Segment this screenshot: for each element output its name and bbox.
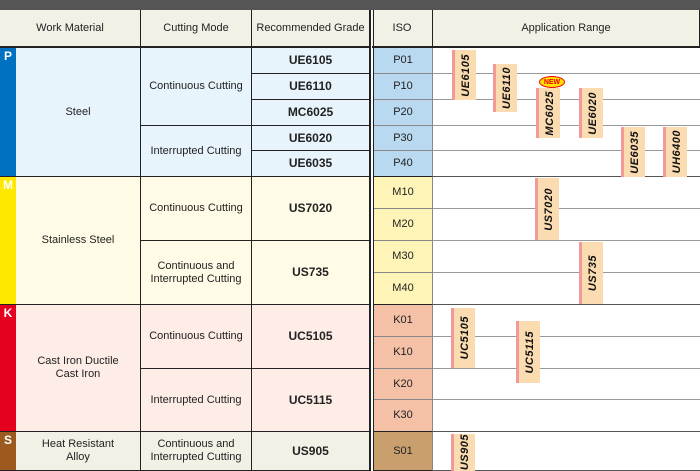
- iso-group-S: S: [0, 432, 16, 471]
- recommended-grade[interactable]: US735: [252, 241, 370, 305]
- iso-code: S01: [374, 432, 433, 471]
- cutting-mode: Interrupted Cutting: [141, 369, 252, 432]
- header-iso: ISO: [372, 10, 433, 48]
- application-range-marker-us735[interactable]: US735: [582, 242, 603, 304]
- iso-code: M40: [374, 273, 433, 305]
- grade-label: UH6400: [670, 130, 683, 174]
- title-bar: [0, 0, 700, 10]
- cutting-mode: Continuous and Interrupted Cutting: [141, 432, 252, 471]
- grade-label: UE6020: [586, 91, 599, 135]
- range-gridline: [433, 208, 700, 209]
- range-gridline: [433, 336, 700, 337]
- work-material: Cast Iron Ductile Cast Iron: [16, 305, 141, 432]
- grade-label: US905: [458, 434, 471, 471]
- iso-code: K30: [374, 400, 433, 432]
- recommended-grade[interactable]: MC6025: [252, 100, 370, 126]
- recommended-grade[interactable]: UC5115: [252, 369, 370, 432]
- cutting-mode: Continuous Cutting: [141, 177, 252, 241]
- grade-label: UE6110: [500, 67, 513, 109]
- range-gridline: [433, 272, 700, 273]
- recommended-grade[interactable]: US7020: [252, 177, 370, 241]
- recommended-grade[interactable]: UC5105: [252, 305, 370, 369]
- range-gridline: [433, 73, 700, 74]
- iso-code: P20: [374, 100, 433, 126]
- header-recommended-grade: Recommended Grade: [252, 10, 370, 48]
- application-range-marker-us7020[interactable]: US7020: [538, 178, 559, 240]
- range-gridline: [433, 399, 700, 400]
- work-material: Heat Resistant Alloy: [16, 432, 141, 471]
- grade-label: UE6035: [628, 130, 641, 174]
- range-gridline: [433, 304, 700, 305]
- cutting-mode: Interrupted Cutting: [141, 126, 252, 177]
- cutting-mode: Continuous and Interrupted Cutting: [141, 241, 252, 305]
- work-material: Steel: [16, 48, 141, 177]
- iso-code: P10: [374, 74, 433, 100]
- new-badge: NEW: [539, 76, 565, 88]
- iso-code: M30: [374, 241, 433, 273]
- grade-label: MC6025: [543, 90, 556, 136]
- iso-group-K: K: [0, 305, 16, 432]
- cutting-mode: Continuous Cutting: [141, 305, 252, 369]
- application-range-marker-ue6110[interactable]: UE6110: [496, 64, 517, 112]
- iso-code: K20: [374, 369, 433, 400]
- recommended-grade[interactable]: UE6020: [252, 126, 370, 151]
- grade-label: US7020: [542, 187, 555, 231]
- range-gridline: [433, 368, 700, 369]
- header-cutting-mode: Cutting Mode: [141, 10, 252, 48]
- application-range-marker-ue6020[interactable]: UE6020: [582, 88, 603, 138]
- iso-group-M: M: [0, 177, 16, 305]
- recommended-grade[interactable]: UE6110: [252, 74, 370, 100]
- application-range-marker-us905[interactable]: US905: [454, 434, 475, 471]
- column-divider: [370, 10, 374, 471]
- iso-code: K10: [374, 337, 433, 369]
- range-gridline: [433, 125, 700, 126]
- application-range-marker-ue6105[interactable]: UE6105: [455, 50, 476, 100]
- grade-label: UC5105: [458, 316, 471, 360]
- recommended-grade[interactable]: UE6105: [252, 48, 370, 74]
- range-gridline: [433, 176, 700, 177]
- work-material: Stainless Steel: [16, 177, 141, 305]
- iso-code: M20: [374, 209, 433, 241]
- iso-code: P40: [374, 151, 433, 177]
- application-range-marker-uc5115[interactable]: UC5115: [519, 321, 540, 383]
- range-gridline: [433, 431, 700, 432]
- grade-label: UC5115: [523, 330, 536, 374]
- grade-label: UE6105: [459, 53, 472, 97]
- application-range-marker-ue6035[interactable]: UE6035: [624, 127, 645, 177]
- header-work-material: Work Material: [0, 10, 141, 48]
- header-application-range: Application Range: [433, 10, 700, 48]
- recommended-grade[interactable]: UE6035: [252, 151, 370, 177]
- grade-label: US735: [586, 254, 599, 292]
- iso-code: P01: [374, 48, 433, 74]
- recommended-grade[interactable]: US905: [252, 432, 370, 471]
- iso-code: K01: [374, 305, 433, 337]
- cutting-mode: Continuous Cutting: [141, 48, 252, 126]
- range-gridline: [433, 150, 700, 151]
- application-range-marker-mc6025[interactable]: MC6025: [539, 88, 560, 138]
- iso-code: M10: [374, 177, 433, 209]
- iso-group-P: P: [0, 48, 16, 177]
- iso-code: P30: [374, 126, 433, 151]
- application-range-marker-uh6400[interactable]: UH6400: [666, 127, 687, 177]
- range-gridline: [433, 240, 700, 241]
- application-range-marker-uc5105[interactable]: UC5105: [454, 308, 475, 368]
- range-gridline: [433, 99, 700, 100]
